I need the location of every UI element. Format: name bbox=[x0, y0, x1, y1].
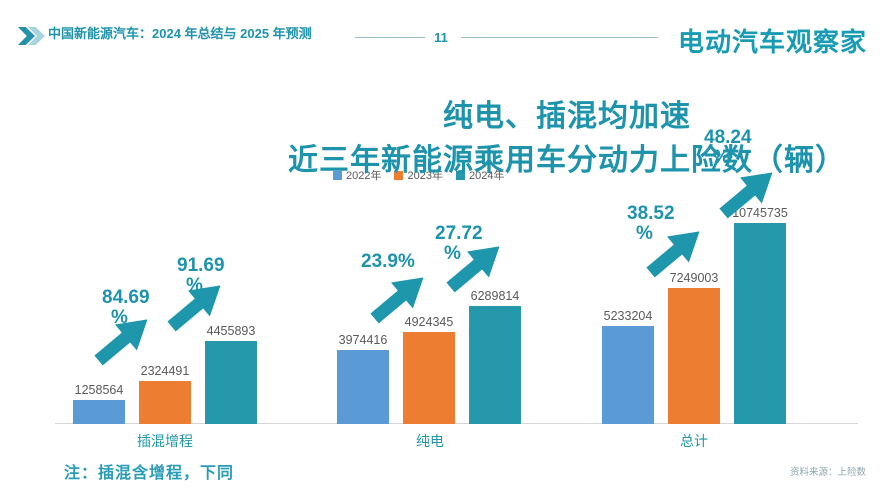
bar-插混增程-2023年 bbox=[139, 381, 191, 424]
brand-logo: 电动汽车观察家 bbox=[677, 27, 867, 57]
growth-percent-line: % bbox=[111, 307, 128, 328]
bar-插混增程-2022年 bbox=[73, 400, 125, 424]
bar-value-label: 4455893 bbox=[206, 324, 256, 338]
bar-value-label: 2324491 bbox=[140, 364, 190, 378]
category-label-纯电: 纯电 bbox=[416, 433, 444, 449]
bar-value-label: 6289814 bbox=[470, 289, 520, 303]
growth-percent-line: 27.72 bbox=[435, 223, 483, 244]
chart-title-line2: 近三年新能源乘用车分动力上险数（辆） bbox=[288, 144, 846, 177]
bar-value-label: 1258564 bbox=[74, 383, 124, 397]
legend-swatch-icon bbox=[394, 170, 404, 180]
legend-item: 2024年 bbox=[455, 167, 505, 183]
growth-percent-label: 23.9% bbox=[361, 252, 415, 272]
bar-总计-2022年 bbox=[602, 326, 654, 424]
category-label-总计: 总计 bbox=[680, 433, 708, 449]
chart-title-line1: 纯电、插混均加速 bbox=[443, 100, 691, 133]
growth-percent-label: 84.69% bbox=[102, 288, 150, 328]
bar-value-label: 4924345 bbox=[404, 315, 454, 329]
growth-percent-label: 48.24% bbox=[704, 128, 752, 168]
bar-总计-2023年 bbox=[668, 288, 720, 424]
growth-percent-label: 38.52% bbox=[627, 204, 675, 244]
growth-percent-line: 91.69 bbox=[177, 255, 225, 276]
category-label-插混增程: 插混增程 bbox=[137, 433, 193, 449]
bar-value-label: 7249003 bbox=[669, 271, 719, 285]
bar-value-label: 5233204 bbox=[603, 309, 653, 323]
bar-value-label: 3974416 bbox=[338, 333, 388, 347]
legend-item: 2022年 bbox=[333, 167, 381, 183]
bar-纯电-2023年 bbox=[403, 332, 455, 424]
growth-percent-line: 84.69 bbox=[102, 287, 150, 308]
growth-percent-line: % bbox=[713, 147, 730, 168]
bar-总计-2024年 bbox=[734, 223, 786, 424]
bar-纯电-2024年 bbox=[469, 306, 521, 424]
legend-item: 2023年 bbox=[394, 167, 443, 183]
growth-percent-line: 48.24 bbox=[704, 127, 752, 148]
bar-纯电-2022年 bbox=[337, 350, 389, 424]
legend-swatch-icon bbox=[333, 170, 342, 180]
legend-swatch-icon bbox=[455, 170, 465, 180]
bar-插混增程-2024年 bbox=[205, 341, 257, 424]
legend-label: 2024年 bbox=[468, 170, 505, 182]
growth-percent-line: 38.52 bbox=[627, 203, 675, 224]
chart-legend: 2022年 2023年 2024年 bbox=[333, 167, 504, 183]
growth-percent-line: 23.9% bbox=[361, 251, 415, 272]
header-divider-line bbox=[355, 37, 425, 38]
header-divider-line bbox=[461, 37, 658, 38]
bar-value-label: 10745735 bbox=[732, 206, 788, 220]
growth-percent-line: % bbox=[444, 243, 461, 264]
x-axis-line bbox=[55, 423, 858, 424]
legend-label: 2023年 bbox=[407, 170, 443, 182]
header-title: 中国新能源汽车：2024 年总结与 2025 年预测 bbox=[48, 26, 312, 41]
growth-percent-label: 27.72% bbox=[435, 224, 483, 264]
data-source: 资料来源：上险数 bbox=[789, 467, 866, 478]
growth-percent-line: % bbox=[636, 223, 653, 244]
page-number: 11 bbox=[434, 30, 448, 45]
footnote: 注：插混含增程，下同 bbox=[64, 465, 235, 482]
legend-label: 2022年 bbox=[346, 170, 382, 182]
